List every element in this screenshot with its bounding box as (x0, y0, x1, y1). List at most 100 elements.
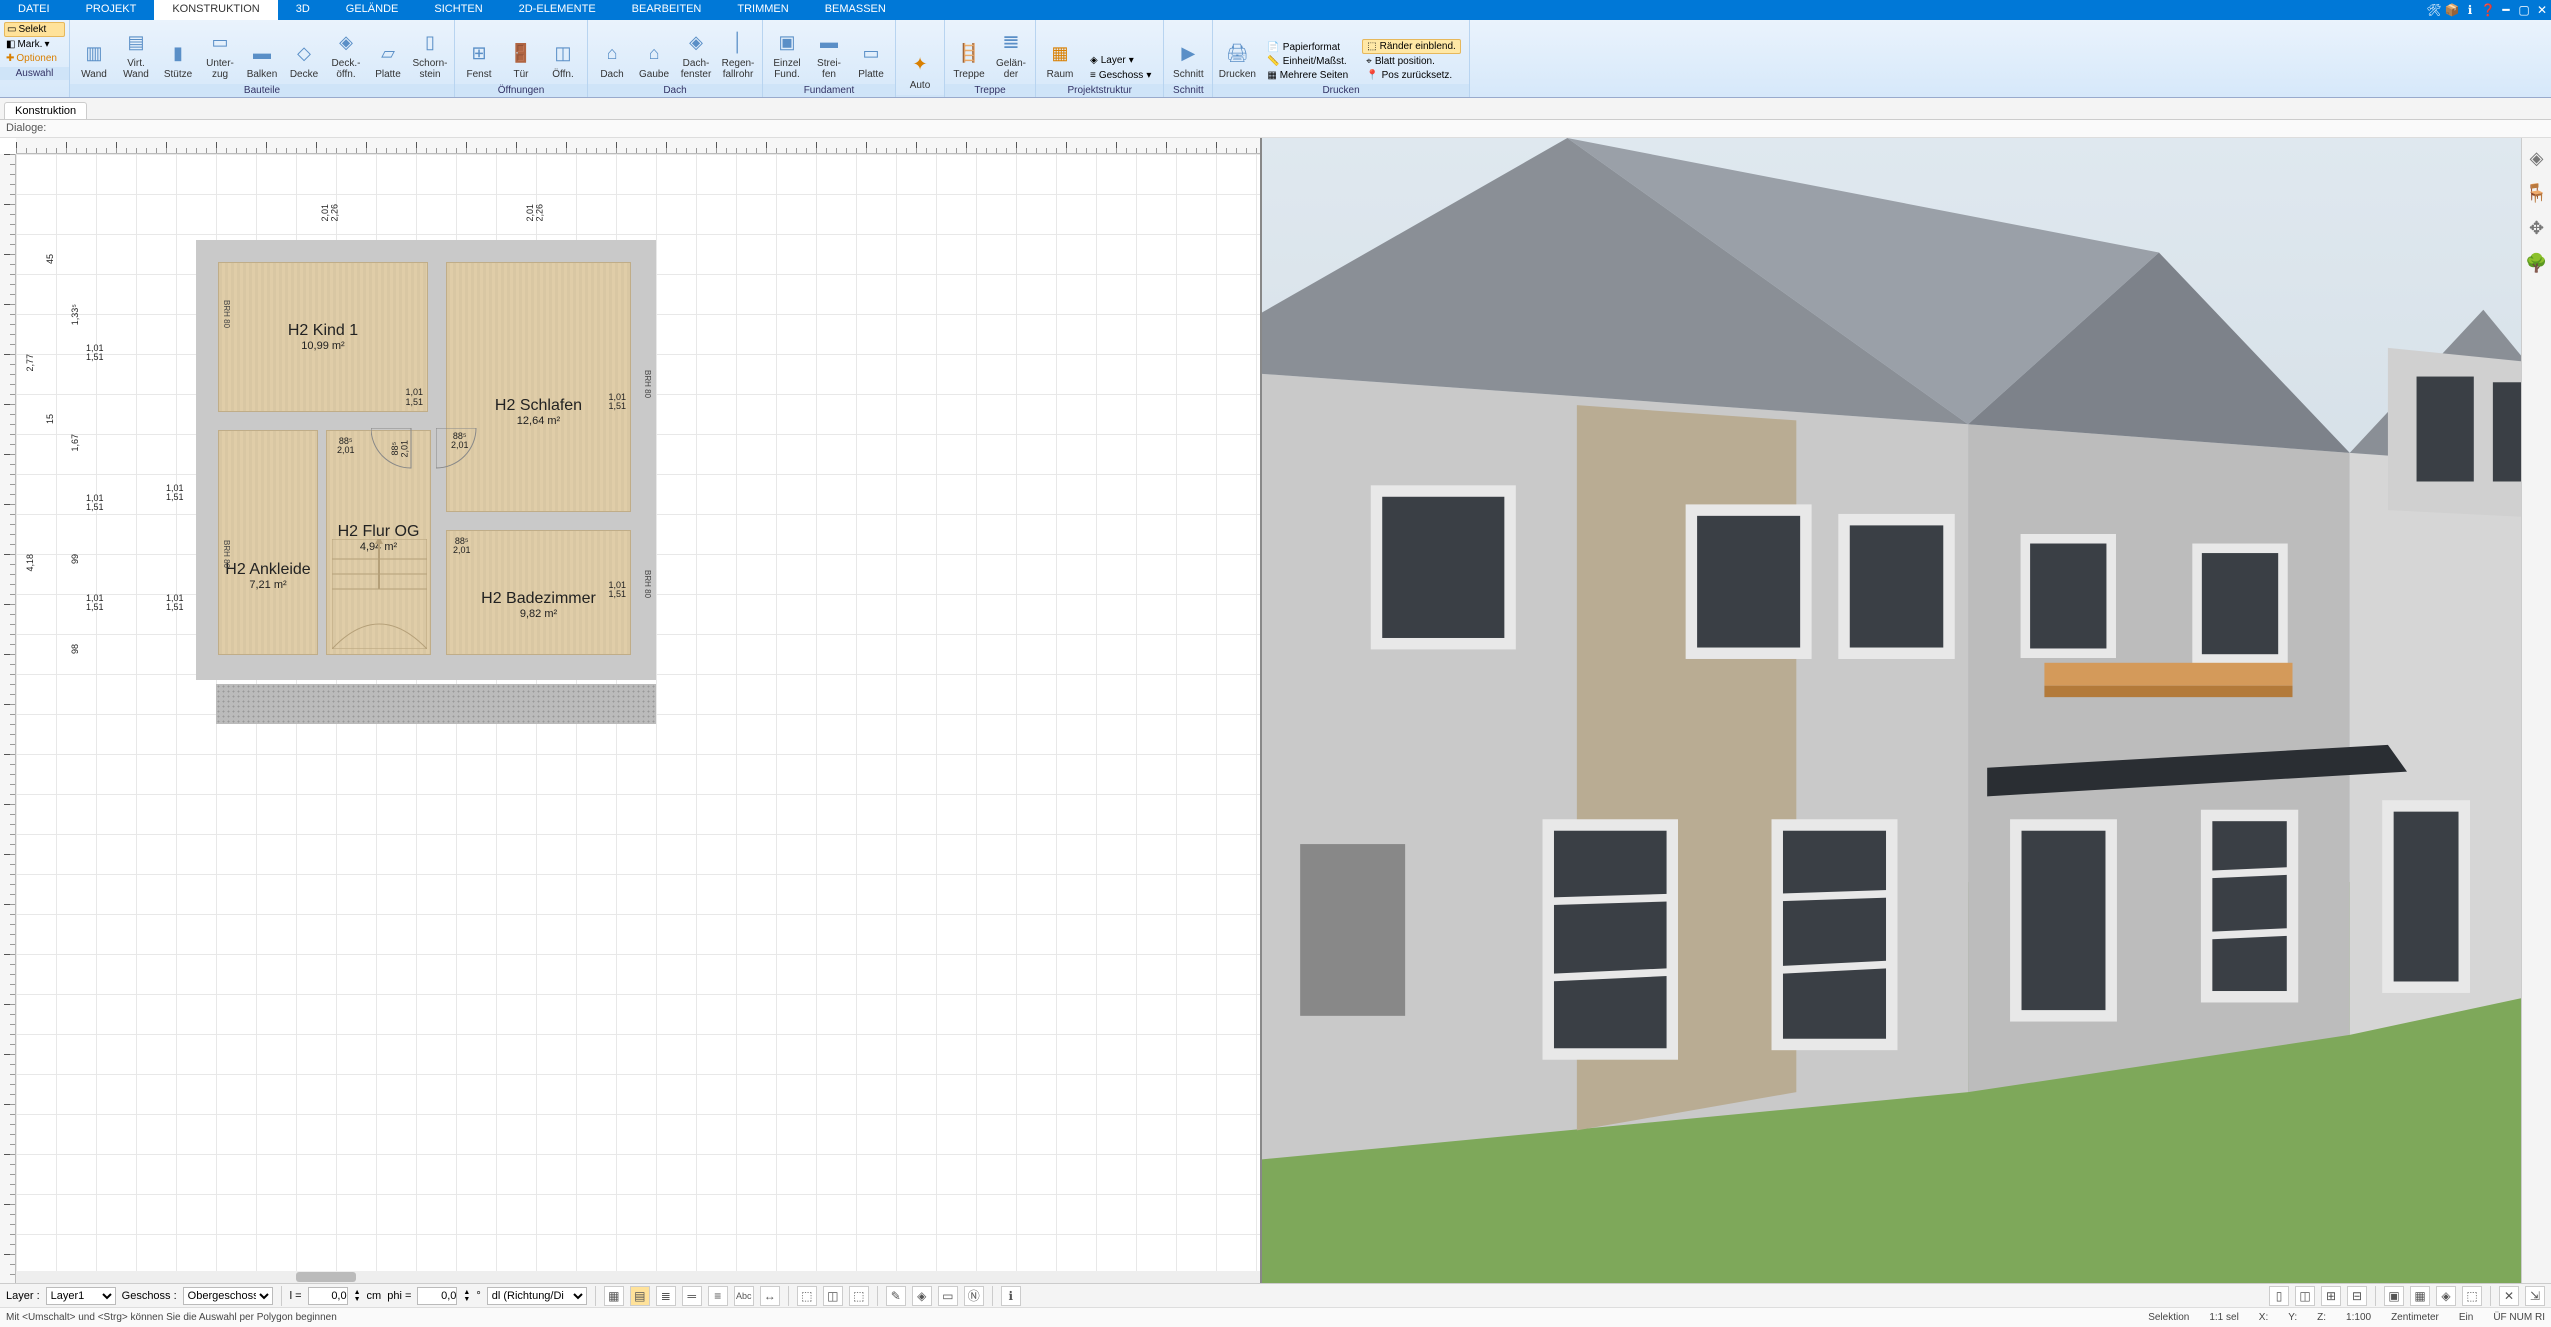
tb-v9[interactable]: ✕ (2499, 1286, 2519, 1306)
tb-5[interactable]: ≡ (708, 1286, 728, 1306)
box-icon[interactable]: 📦 (2443, 0, 2461, 20)
tool-unterzug[interactable]: ▭Unter- zug (200, 24, 240, 82)
tool-dach[interactable]: ⌂Dach (592, 24, 632, 82)
tool-wand[interactable]: ▥Wand (74, 24, 114, 82)
select-button[interactable]: ▭ Selekt (4, 22, 65, 37)
tool-dachfenster[interactable]: ◈Dach- fenster (676, 24, 716, 82)
raender-button[interactable]: ⬚ Ränder einblend. (1362, 39, 1461, 54)
furniture-icon[interactable]: 🪑 (2525, 183, 2547, 204)
tb-7[interactable]: ↔ (760, 1286, 780, 1306)
tb-v8[interactable]: ⬚ (2462, 1286, 2482, 1306)
tool-icon[interactable]: 🛠 (2425, 0, 2443, 20)
tb-11[interactable]: ✎ (886, 1286, 906, 1306)
info-icon[interactable]: ℹ (2461, 0, 2479, 20)
tool-fenster[interactable]: ⊞Fenst (459, 24, 499, 82)
minimize-icon[interactable]: ━ (2497, 0, 2515, 20)
l-spinner[interactable]: ▲▼ (354, 1289, 361, 1303)
document-tabs: Konstruktion (0, 98, 2551, 120)
scrollbar-2d[interactable] (16, 1271, 1260, 1283)
tb-13[interactable]: ▭ (938, 1286, 958, 1306)
tb-8[interactable]: ⬚ (797, 1286, 817, 1306)
papierformat-button[interactable]: 📄 Papierformat (1263, 41, 1352, 54)
tool-virtwand[interactable]: ▤Virt. Wand (116, 24, 156, 82)
tool-einzelfund[interactable]: ▣Einzel Fund. (767, 24, 807, 82)
l-input[interactable] (308, 1287, 348, 1305)
tool-gaube[interactable]: ⌂Gaube (634, 24, 674, 82)
tb-v4[interactable]: ⊟ (2347, 1286, 2367, 1306)
menu-tab-sichten[interactable]: SICHTEN (416, 0, 500, 20)
layers-icon[interactable]: ◈ (2530, 148, 2544, 169)
tb-6[interactable]: Abc (734, 1286, 754, 1306)
layer-dropdown[interactable]: ◈ Layer ▾ (1086, 54, 1155, 67)
tool-decke[interactable]: ◇Decke (284, 24, 324, 82)
menu-tab-trimmen[interactable]: TRIMMEN (719, 0, 806, 20)
close-icon[interactable]: ✕ (2533, 0, 2551, 20)
menu-tab-datei[interactable]: DATEI (0, 0, 68, 20)
tool-gelaender[interactable]: 𝌆Gelän- der (991, 24, 1031, 82)
canvas-2d[interactable]: 2,77 4,18 45 15 1,33⁵ 1,67 99 98 1,011,5… (16, 154, 1260, 1283)
tool-balken[interactable]: ▬Balken (242, 24, 282, 82)
optionen-button[interactable]: ✚ Optionen (4, 52, 65, 65)
menu-tab-3d[interactable]: 3D (278, 0, 328, 20)
dir-select[interactable]: dl (Richtung/Di (487, 1287, 587, 1305)
menu-tab-projekt[interactable]: PROJEKT (68, 0, 155, 20)
tb-9[interactable]: ◫ (823, 1286, 843, 1306)
menu-tab-konstruktion[interactable]: KONSTRUKTION (154, 0, 277, 20)
menu-tab-gelaende[interactable]: GELÄNDE (328, 0, 417, 20)
tool-treppe[interactable]: 🪜Treppe (949, 24, 989, 82)
tb-v3[interactable]: ⊞ (2321, 1286, 2341, 1306)
status-x: X: (2259, 1312, 2268, 1323)
tool-schornstein[interactable]: ▯Schorn- stein (410, 24, 450, 82)
tb-v1[interactable]: ▯ (2269, 1286, 2289, 1306)
tool-oeffn[interactable]: ◫Öffn. (543, 24, 583, 82)
menu-tab-bearbeiten[interactable]: BEARBEITEN (614, 0, 720, 20)
tool-drucken[interactable]: 🖨Drucken (1217, 24, 1257, 82)
room-ankleide[interactable]: H2 Ankleide7,21 m² (218, 430, 318, 655)
tb-14[interactable]: Ⓝ (964, 1286, 984, 1306)
tb-3[interactable]: ≣ (656, 1286, 676, 1306)
layer-select[interactable]: Layer1 (46, 1287, 116, 1305)
tb-1[interactable]: ▦ (604, 1286, 624, 1306)
view-2d[interactable]: 2,77 4,18 45 15 1,33⁵ 1,67 99 98 1,011,5… (0, 138, 1262, 1283)
tool-stuetze[interactable]: ▮Stütze (158, 24, 198, 82)
tool-regenrohr[interactable]: │Regen- fallrohr (718, 24, 758, 82)
room-kind[interactable]: H2 Kind 110,99 m² 1,011,51 (218, 262, 428, 412)
mehrere-button[interactable]: ▦ Mehrere Seiten (1263, 69, 1352, 82)
room-bad[interactable]: H2 Badezimmer9,82 m² 88⁵2,01 1,011,51 (446, 530, 631, 655)
tb-v7[interactable]: ◈ (2436, 1286, 2456, 1306)
menu-tab-2d[interactable]: 2D-ELEMENTE (501, 0, 614, 20)
blatt-button[interactable]: ⌖ Blatt position. (1362, 55, 1461, 68)
tb-12[interactable]: ◈ (912, 1286, 932, 1306)
tool-deckoeffn[interactable]: ◈Deck.- öffn. (326, 24, 366, 82)
tb-2[interactable]: ▤ (630, 1286, 650, 1306)
tool-streifen[interactable]: ▬Strei- fen (809, 24, 849, 82)
tb-4[interactable]: ═ (682, 1286, 702, 1306)
maximize-icon[interactable]: ▢ (2515, 0, 2533, 20)
tool-platte[interactable]: ▱Platte (368, 24, 408, 82)
tb-15[interactable]: ℹ (1001, 1286, 1021, 1306)
geschoss-dropdown[interactable]: ≡ Geschoss ▾ (1086, 69, 1155, 82)
mark-button[interactable]: ◧ Mark. ▾ (4, 38, 65, 51)
tb-10[interactable]: ⬚ (849, 1286, 869, 1306)
phi-spinner[interactable]: ▲▼ (463, 1289, 470, 1303)
tb-v10[interactable]: ⇲ (2525, 1286, 2545, 1306)
menu-tab-bemassen[interactable]: BEMASSEN (807, 0, 904, 20)
tool-tuer[interactable]: 🚪Tür (501, 24, 541, 82)
view-3d[interactable] (1262, 138, 2522, 1283)
tb-v5[interactable]: ▣ (2384, 1286, 2404, 1306)
geschoss-select[interactable]: Obergeschoss (183, 1287, 273, 1305)
phi-input[interactable] (417, 1287, 457, 1305)
tb-v2[interactable]: ◫ (2295, 1286, 2315, 1306)
navigate-icon[interactable]: ✥ (2529, 218, 2544, 239)
tool-raum[interactable]: ▦Raum (1040, 24, 1080, 82)
tb-v6[interactable]: ▦ (2410, 1286, 2430, 1306)
pos-button[interactable]: 📍 Pos zurücksetz. (1362, 69, 1461, 82)
doctab-konstruktion[interactable]: Konstruktion (4, 102, 87, 119)
einheit-button[interactable]: 📏 Einheit/Maßst. (1263, 55, 1352, 68)
tree-icon[interactable]: 🌳 (2525, 253, 2547, 274)
tool-platte2[interactable]: ▭Platte (851, 24, 891, 82)
tool-schnitt[interactable]: ▶Schnitt (1168, 24, 1208, 82)
help-icon[interactable]: ❓ (2479, 0, 2497, 20)
tool-auto[interactable]: ✦Auto (900, 35, 940, 93)
dim-101-l3: 1,011,51 (86, 594, 104, 613)
